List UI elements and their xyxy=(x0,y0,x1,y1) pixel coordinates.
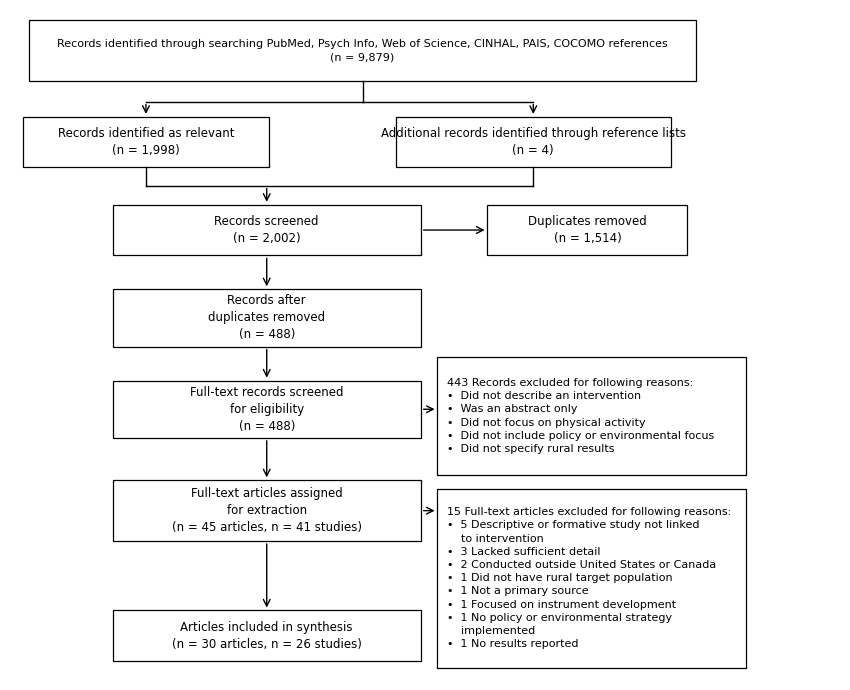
Text: Records identified as relevant
(n = 1,998): Records identified as relevant (n = 1,99… xyxy=(58,127,235,157)
FancyBboxPatch shape xyxy=(396,117,671,168)
Text: Articles included in synthesis
(n = 30 articles, n = 26 studies): Articles included in synthesis (n = 30 a… xyxy=(172,621,361,651)
FancyBboxPatch shape xyxy=(112,480,421,541)
Text: Duplicates removed
(n = 1,514): Duplicates removed (n = 1,514) xyxy=(528,215,647,245)
Text: Full-text records screened
for eligibility
(n = 488): Full-text records screened for eligibili… xyxy=(190,386,343,433)
Text: Full-text articles assigned
for extraction
(n = 45 articles, n = 41 studies): Full-text articles assigned for extracti… xyxy=(172,487,362,534)
Text: Additional records identified through reference lists
(n = 4): Additional records identified through re… xyxy=(381,127,686,157)
Text: Records identified through searching PubMed, Psych Info, Web of Science, CINHAL,: Records identified through searching Pub… xyxy=(57,39,668,63)
FancyBboxPatch shape xyxy=(112,611,421,661)
FancyBboxPatch shape xyxy=(112,380,421,438)
FancyBboxPatch shape xyxy=(29,21,695,81)
FancyBboxPatch shape xyxy=(438,357,745,475)
Text: Records after
duplicates removed
(n = 488): Records after duplicates removed (n = 48… xyxy=(208,295,326,342)
FancyBboxPatch shape xyxy=(23,117,269,168)
FancyBboxPatch shape xyxy=(112,205,421,255)
FancyBboxPatch shape xyxy=(112,289,421,346)
FancyBboxPatch shape xyxy=(438,489,745,668)
Text: 443 Records excluded for following reasons:
•  Did not describe an intervention
: 443 Records excluded for following reaso… xyxy=(447,378,715,454)
Text: Records screened
(n = 2,002): Records screened (n = 2,002) xyxy=(214,215,319,245)
Text: 15 Full-text articles excluded for following reasons:
•  5 Descriptive or format: 15 Full-text articles excluded for follo… xyxy=(447,507,732,649)
FancyBboxPatch shape xyxy=(487,205,688,255)
